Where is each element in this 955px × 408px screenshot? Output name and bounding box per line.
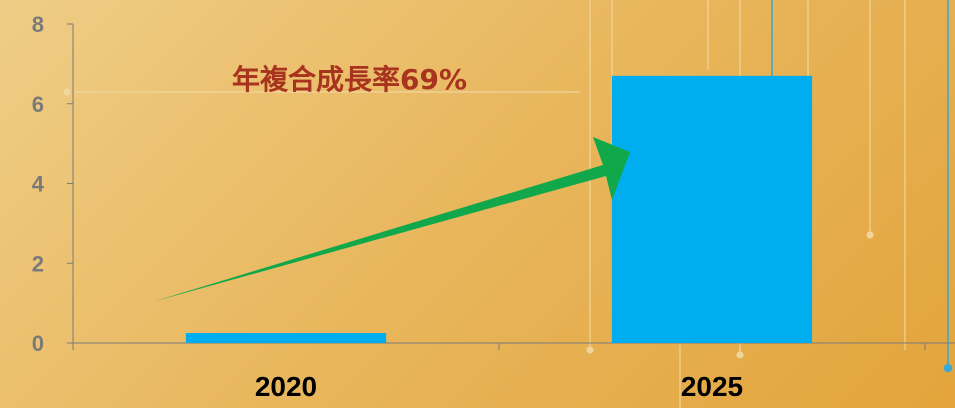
- y-tick-label: 4: [32, 172, 45, 197]
- bar-2020: [185, 333, 387, 343]
- background-blue-lines: [771, 0, 953, 373]
- growth-arrow-shape: [152, 137, 630, 302]
- y-axis: 0 2 4 6 8: [32, 12, 74, 356]
- y-tick-label: 2: [32, 251, 44, 276]
- y-tick-label: 6: [32, 92, 44, 117]
- y-tick-label: 8: [32, 12, 44, 37]
- x-tick-label-2020: 2020: [255, 371, 317, 402]
- x-axis: [72, 342, 955, 350]
- growth-arrow: [152, 137, 630, 302]
- x-tick-labels: 2020 2025: [255, 371, 743, 402]
- growth-annotation: 年複合成長率69%: [232, 63, 467, 96]
- y-tick-label: 0: [32, 331, 44, 356]
- bars: [185, 75, 813, 344]
- x-tick-label-2025: 2025: [681, 371, 743, 402]
- bar-2025: [611, 75, 813, 344]
